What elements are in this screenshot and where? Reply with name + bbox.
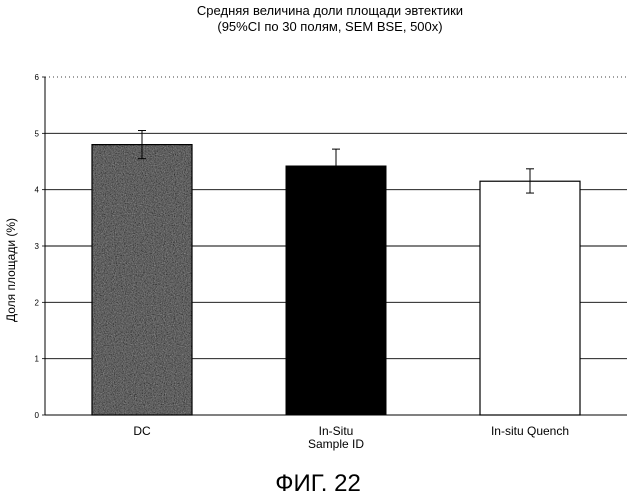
y-tick-label: 4 [35,186,40,195]
bar [480,181,580,415]
bar-texture [92,145,192,415]
y-tick-label: 3 [35,242,40,251]
plot-area: 0 1 2 3 4 5 6 DC In-SituSample ID In-situ Quench [35,73,627,451]
chart-title: Средняя величина доли площади эвтектики [197,3,463,18]
x-category-label: In-Situ [319,424,354,438]
y-tick-label: 2 [35,298,40,307]
x-category-label: DC [133,424,151,438]
y-tick-label: 0 [35,411,40,420]
figure-caption: ФИГ. 22 [275,470,361,497]
y-axis-label: Доля площади (%) [4,218,18,322]
x-category-label: In-situ Quench [491,424,569,438]
y-tick-label: 5 [35,129,40,138]
bar [286,166,386,415]
chart-subtitle: (95%CI по 30 полям, SEM BSE, 500x) [217,19,442,34]
y-tick-label: 1 [35,355,40,364]
y-tick-label: 6 [35,73,40,82]
x-category-label: Sample ID [308,437,364,451]
